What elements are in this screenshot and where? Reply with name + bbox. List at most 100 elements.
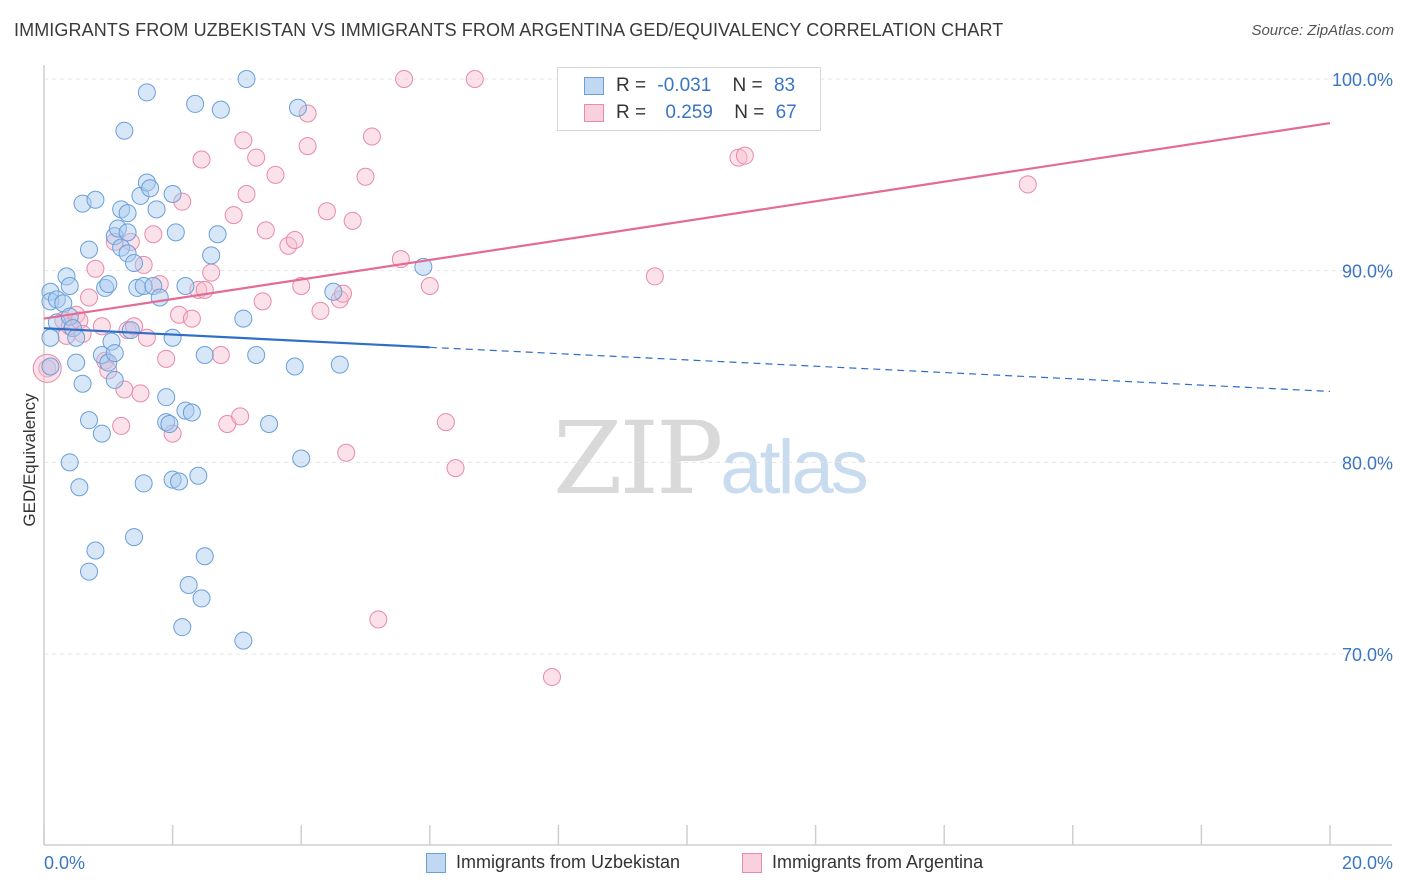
axes: [43, 65, 1392, 846]
uzbekistan-point: [115, 121, 134, 140]
uzbekistan-point: [60, 453, 79, 472]
argentina-point: [224, 206, 243, 225]
uzbekistan-point: [70, 478, 89, 497]
argentina-swatch: [584, 104, 604, 122]
uzbekistan-point: [99, 275, 118, 294]
legend-item-argentina[interactable]: Immigrants from Argentina: [742, 852, 983, 873]
legend-uzbekistan-label: Immigrants from Uzbekistan: [456, 852, 681, 872]
uzbekistan-point: [160, 415, 179, 433]
uzbekistan-point: [288, 98, 307, 117]
uzbekistan-point: [211, 100, 230, 119]
argentina-point: [1018, 175, 1037, 194]
argentina-point: [436, 413, 455, 432]
argentina-point: [266, 165, 285, 184]
argentina-point: [337, 443, 356, 462]
uzbekistan-point: [125, 254, 144, 272]
argentina-point: [192, 150, 211, 169]
uzbekistan-swatch: [584, 77, 604, 95]
uzbekistan-point: [41, 282, 60, 301]
argentina-point: [86, 259, 105, 278]
uzbekistan-point: [163, 470, 182, 489]
argentina-point: [173, 192, 192, 211]
argentina-point: [330, 290, 349, 309]
uzbekistan-point: [80, 411, 99, 430]
argentina-point: [343, 211, 362, 230]
uzbekistan-point: [186, 94, 205, 113]
uzbekistan-point: [41, 357, 60, 376]
uzbekistan-points: [41, 70, 433, 650]
argentina-point: [420, 277, 439, 295]
uzbekistan-point: [80, 240, 99, 259]
argentina-point: [234, 131, 253, 150]
uzbekistan-trend-line: [43, 327, 430, 349]
y-tick-label: 70.0%: [1342, 645, 1393, 665]
argentina-point-large: [32, 353, 62, 383]
uzbekistan-point: [157, 388, 176, 407]
y-tick-label: 80.0%: [1342, 453, 1393, 473]
argentina-point: [131, 384, 150, 403]
y-tick-label: 90.0%: [1342, 262, 1393, 282]
uzb-r-value: -0.031: [657, 75, 712, 96]
uzbekistan-point: [108, 219, 127, 238]
uzbekistan-point: [324, 282, 343, 301]
y-axis-title: GED/Equivalency: [20, 393, 39, 527]
uzbekistan-point: [234, 631, 253, 650]
arg-n-value: 67: [775, 102, 797, 123]
argentina-point: [150, 275, 169, 294]
argentina-point: [211, 346, 230, 364]
argentina-point: [446, 459, 465, 478]
uzbekistan-point: [182, 403, 201, 422]
uzbekistan-point: [147, 200, 166, 219]
uzbekistan-point: [234, 309, 253, 328]
uzbekistan-point: [260, 415, 279, 433]
uzbekistan-point: [170, 472, 189, 491]
uzbekistan-point: [173, 618, 192, 637]
uzbekistan-point: [137, 173, 156, 192]
uzbekistan-trend-extension: [429, 346, 1331, 393]
uzbekistan-point: [247, 346, 266, 364]
uzbekistan-point: [41, 328, 60, 347]
uzbekistan-point: [125, 528, 144, 547]
argentina-point: [202, 263, 221, 282]
x-tick-label: 20.0%: [1342, 853, 1393, 873]
uzbekistan-point: [163, 328, 182, 347]
argentina-point: [356, 167, 375, 186]
uzbekistan-point: [73, 374, 92, 393]
argentina-point: [735, 146, 754, 165]
uzbekistan-point: [86, 190, 105, 209]
uzbekistan-point: [121, 321, 140, 340]
argentina-point: [369, 610, 388, 629]
uzbekistan-point: [285, 357, 304, 376]
correlation-legend: R = -0.031 N = 83 R = 0.259 N = 67: [557, 67, 821, 131]
uzbekistan-point: [150, 288, 169, 307]
arg-r-value: 0.259: [665, 102, 713, 123]
argentina-point: [729, 148, 748, 167]
argentina-point: [38, 359, 57, 378]
uzb-r-label: R =: [616, 75, 647, 96]
uzbekistan-point: [60, 277, 79, 295]
uzbekistan-point: [128, 278, 147, 297]
argentina-point: [292, 277, 311, 295]
uzb-n-value: 83: [773, 75, 796, 96]
uzbekistan-point: [237, 70, 256, 88]
argentina-point: [231, 407, 250, 426]
argentina-point: [247, 148, 266, 167]
uzbekistan-point: [86, 541, 105, 560]
legend-argentina-swatch: [742, 852, 762, 873]
argentina-point: [285, 231, 304, 249]
uzbekistan-point: [57, 267, 76, 286]
argentina-point: [253, 292, 272, 311]
uzbekistan-point: [92, 424, 111, 443]
legend-item-uzbekistan[interactable]: Immigrants from Uzbekistan: [426, 852, 680, 873]
x-tick-label: 0.0%: [44, 853, 85, 873]
uzbekistan-point: [176, 277, 195, 295]
argentina-point: [80, 288, 99, 307]
argentina-point: [298, 104, 317, 123]
legend-uzbekistan-swatch: [426, 852, 446, 873]
argentina-point: [112, 416, 131, 435]
uzbekistan-point: [163, 185, 182, 203]
uzbekistan-point: [67, 328, 86, 347]
source-label: Source: ZipAtlas.com: [1251, 22, 1394, 39]
uzbekistan-point: [105, 370, 124, 389]
